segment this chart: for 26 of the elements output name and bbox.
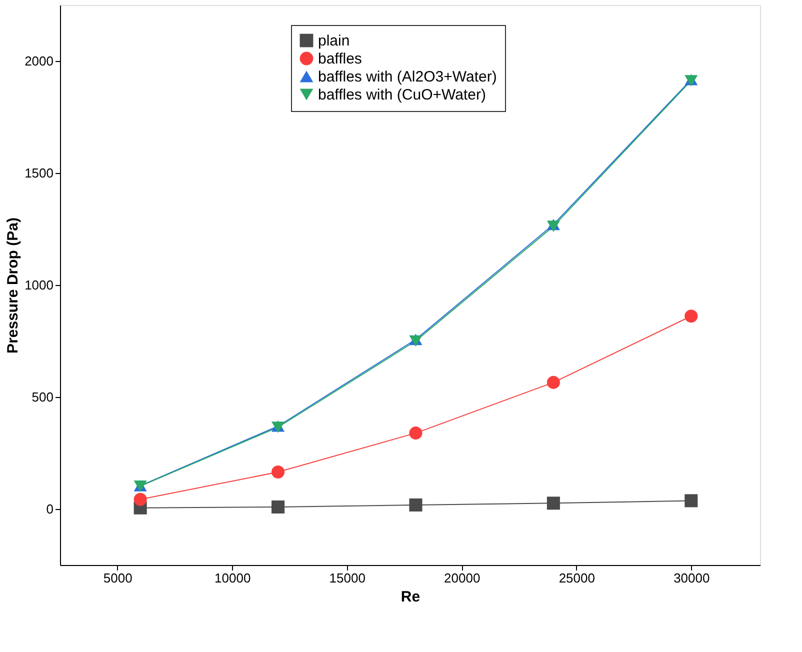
point	[409, 426, 422, 440]
x-tick-label: 10000	[214, 570, 251, 586]
point	[546, 376, 560, 389]
point	[409, 498, 422, 512]
legend-label: baffles with (CuO+Water)	[318, 86, 486, 104]
y-tick-label: 1500	[24, 166, 54, 180]
point	[684, 310, 698, 323]
x-tick-label: 30000	[674, 570, 710, 586]
legend-label: baffles with (Al2O3+Water)	[318, 68, 497, 86]
y-tick-label: 0	[46, 502, 54, 516]
x-tick-label: 25000	[558, 570, 595, 586]
point	[684, 494, 698, 508]
x-axis-title: Re	[400, 588, 420, 606]
legend-label: baffles	[318, 50, 362, 68]
y-tick-label: 1000	[24, 278, 54, 292]
x-tick-label: 5000	[103, 570, 132, 586]
legend-label: plain	[318, 32, 350, 50]
point	[546, 496, 560, 510]
y-tick-label: 2000	[24, 54, 54, 68]
y-axis-title: Pressure Drop (Pa)	[4, 218, 22, 354]
x-tick-label: 20000	[444, 570, 480, 586]
point	[134, 492, 147, 506]
point	[272, 466, 285, 479]
y-tick-label: 500	[32, 390, 54, 404]
point	[272, 500, 285, 514]
x-tick-label: 15000	[329, 570, 366, 586]
